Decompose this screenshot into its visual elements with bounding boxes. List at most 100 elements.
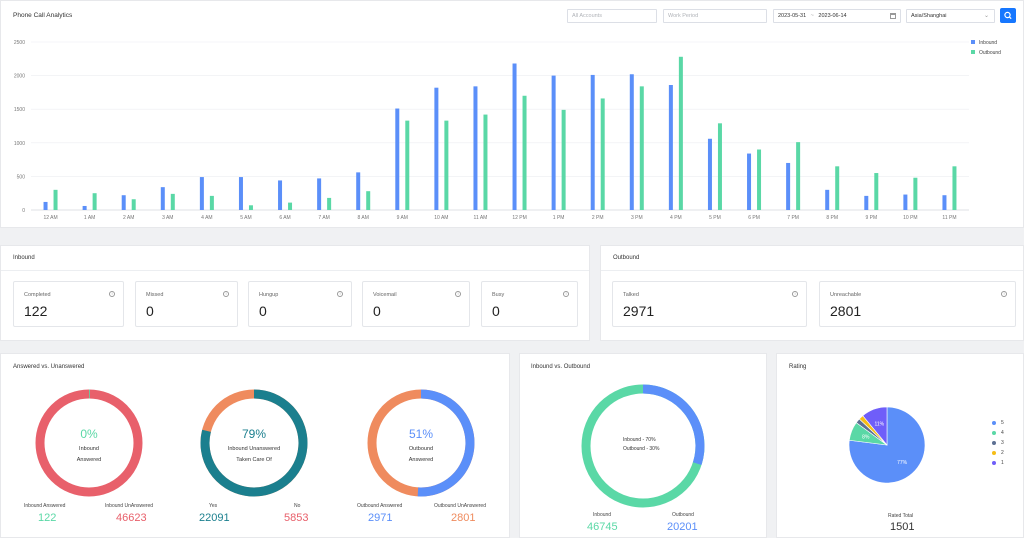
x-tick-label: 11 AM (474, 215, 488, 221)
donut3-pct: 51% (408, 427, 434, 441)
bar-outbound (366, 191, 371, 210)
inbound-unanswered-label: Inbound UnAnswered (105, 503, 154, 509)
inout-outbound-label: Outbound (672, 512, 694, 518)
bar-inbound (434, 87, 439, 210)
card-talked[interactable]: Talked ! 2971 (612, 281, 807, 327)
bar-outbound (796, 142, 801, 210)
legend-item-inbound[interactable]: Inbound (971, 40, 1001, 46)
taken-care-yes-value: 22091 (199, 512, 230, 524)
bar-inbound (395, 108, 400, 210)
inbound-unanswered-value: 46623 (116, 512, 147, 524)
legend-label-inbound: Inbound (979, 40, 998, 46)
card-value: 2971 (623, 303, 655, 319)
chevron-down-icon: ⌄ (983, 13, 989, 19)
x-tick-label: 12 AM (43, 215, 57, 221)
bar-outbound (483, 114, 488, 210)
legend-label: 5 (1001, 420, 1004, 426)
card-value: 0 (259, 303, 267, 319)
card-label: Missed (146, 292, 164, 298)
bar-outbound (952, 166, 957, 210)
work-period-select[interactable]: Work Period (663, 9, 767, 23)
outbound-divider (601, 270, 1023, 271)
card-value: 0 (146, 303, 154, 319)
x-tick-label: 9 PM (865, 215, 877, 221)
rating-legend-1[interactable]: 1 (992, 460, 1004, 466)
x-tick-label: 4 PM (670, 215, 682, 221)
card-label: Completed (24, 292, 51, 298)
bar-outbound (92, 193, 97, 210)
outbound-title: Outbound (613, 255, 640, 261)
card-unreachable[interactable]: Unreachable ! 2801 (819, 281, 1016, 327)
date-range-picker[interactable]: 2023-05-31 ~ 2023-06-14 (773, 9, 901, 23)
rating-legend-5[interactable]: 5 (992, 420, 1004, 426)
card-hungup[interactable]: Hungup ! 0 (248, 281, 352, 327)
bar-inbound (160, 187, 165, 210)
pie-label-4: 8% (862, 435, 870, 441)
card-missed[interactable]: Missed ! 0 (135, 281, 238, 327)
bar-outbound (757, 149, 762, 210)
date-separator: ~ (810, 13, 814, 19)
calendar-icon (890, 13, 896, 19)
x-tick-label: 1 AM (84, 215, 95, 221)
x-tick-label: 7 AM (318, 215, 329, 221)
x-tick-label: 7 PM (787, 215, 799, 221)
legend-item-outbound[interactable]: Outbound (971, 50, 1001, 56)
rating-legend-2[interactable]: 2 (992, 450, 1004, 456)
info-icon[interactable]: ! (223, 291, 229, 297)
x-tick-label: 10 PM (903, 215, 917, 221)
info-icon[interactable]: ! (337, 291, 343, 297)
donut1-line2: Answered (76, 457, 102, 463)
bar-outbound (835, 166, 840, 210)
pie-label-1: 11% (874, 422, 884, 428)
outbound-unanswered-value: 2801 (451, 512, 476, 524)
x-tick-label: 2 PM (592, 215, 604, 221)
bar-outbound (600, 98, 605, 210)
donut-inout-value (642, 384, 705, 466)
date-end[interactable]: 2023-06-14 (818, 13, 847, 19)
pie-slice-1 (862, 406, 888, 446)
timezone-select[interactable]: Asia/Shanghai ⌄ (906, 9, 995, 23)
rating-legend-3[interactable]: 3 (992, 440, 1004, 446)
bar-outbound (678, 56, 683, 211)
card-busy[interactable]: Busy ! 0 (481, 281, 578, 327)
x-tick-label: 4 AM (201, 215, 212, 221)
donut2-line2: Taken Care Of (236, 457, 272, 463)
inout-inbound-label: Inbound (593, 512, 612, 518)
info-icon[interactable]: ! (1001, 291, 1007, 297)
legend-swatch-outbound (971, 50, 975, 54)
bar-outbound (913, 177, 918, 210)
info-icon[interactable]: ! (563, 291, 569, 297)
x-tick-label: 8 AM (358, 215, 369, 221)
bar-inbound (903, 194, 908, 210)
bar-inbound (942, 195, 947, 210)
legend-swatch-inbound (971, 40, 975, 44)
y-tick-label: 500 (17, 174, 26, 180)
rating-legend: 5 4 3 2 1 (992, 420, 1004, 466)
card-label: Busy (492, 292, 505, 298)
info-icon[interactable]: ! (792, 291, 798, 297)
bar-inbound (317, 178, 322, 210)
hourly-calls-bar-chart: 0 500 1000 1500 2000 2500 12 AM 1 AM 2 AM 3 AM 4 A… (14, 40, 969, 221)
bar-outbound (170, 193, 175, 210)
inbound-answered-value: 122 (38, 512, 57, 524)
info-icon[interactable]: ! (109, 291, 115, 297)
bar-outbound (327, 197, 332, 210)
donut3-line1: Outbound (408, 446, 434, 452)
bar-inbound (82, 205, 87, 210)
rated-total-value: 1501 (890, 521, 915, 533)
card-completed[interactable]: Completed ! 122 (13, 281, 124, 327)
y-tick-label: 2000 (14, 74, 25, 80)
date-start[interactable]: 2023-05-31 (778, 13, 807, 19)
outbound-answered-label: Outbound Answered (357, 503, 403, 509)
accounts-select[interactable]: All Accounts (567, 9, 657, 23)
taken-care-yes-label: Yes (209, 503, 218, 509)
info-icon[interactable]: ! (455, 291, 461, 297)
rating-legend-4[interactable]: 4 (992, 430, 1004, 436)
card-label: Talked (623, 292, 639, 298)
bar-inbound (668, 85, 673, 210)
bar-inbound (747, 153, 752, 210)
y-tick-label: 1500 (14, 107, 25, 113)
search-button[interactable] (1000, 8, 1016, 23)
bar-inbound (864, 195, 869, 210)
card-voicemail[interactable]: Voicemail ! 0 (362, 281, 470, 327)
